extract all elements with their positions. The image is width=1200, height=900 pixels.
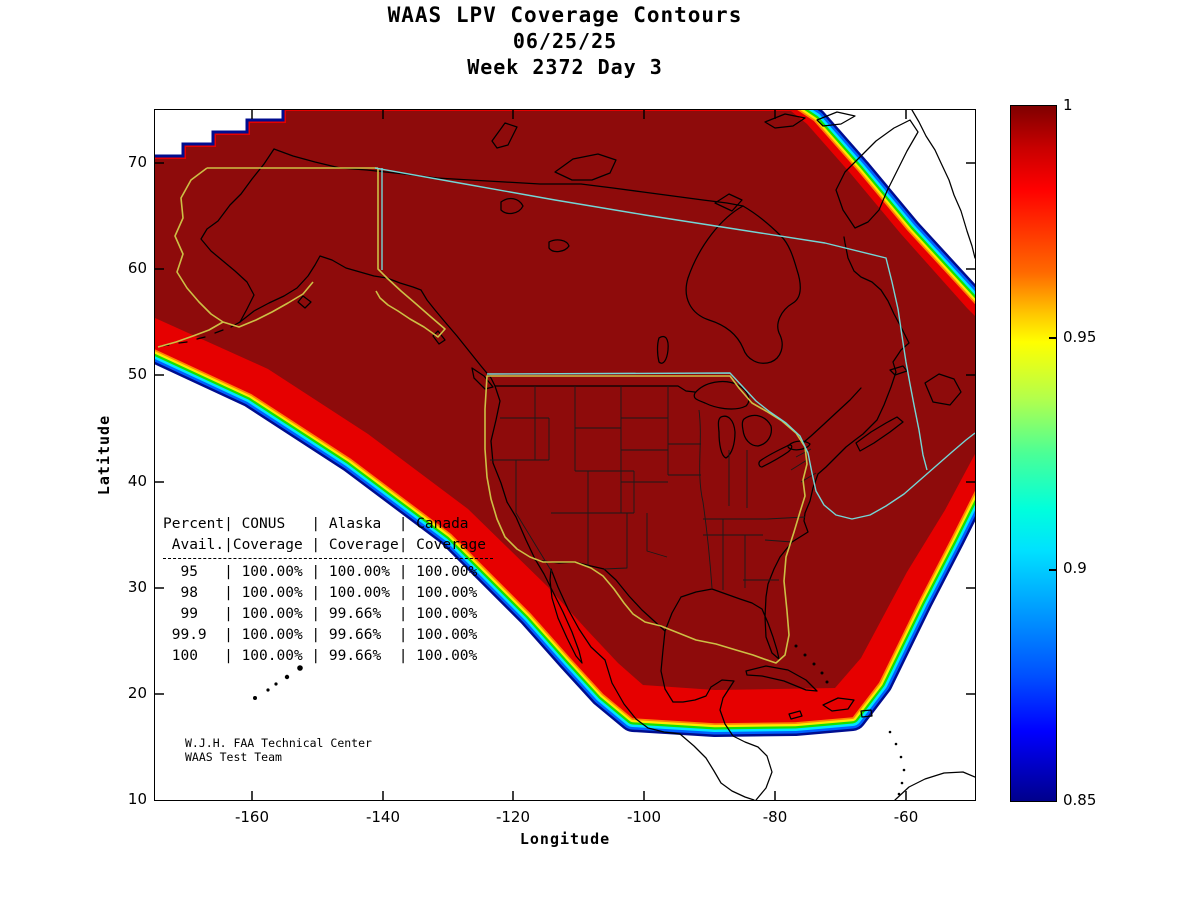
y-tick-label: 10 (127, 790, 147, 808)
y-tick-label: 30 (127, 578, 147, 596)
credit-line-2: WAAS Test Team (185, 750, 282, 764)
colorbar-tick-label: 1 (1063, 96, 1073, 114)
axis-tick-marks (155, 110, 975, 800)
x-tick-label: -60 (893, 808, 919, 826)
colorbar-tick (1049, 569, 1056, 571)
service-volume-boundaries-yellow (157, 167, 808, 664)
y-tick-label: 50 (127, 365, 147, 383)
coverage-table-row: 98 | 100.00% | 100.00% | 100.00% (163, 585, 478, 601)
y-tick-label: 20 (127, 684, 147, 702)
x-tick-label: -140 (365, 808, 401, 826)
map-svg (155, 110, 975, 800)
island-dots (253, 644, 906, 796)
coverage-core (155, 111, 975, 690)
x-tick-label: -160 (234, 808, 270, 826)
y-axis-label: Latitude (95, 414, 113, 496)
coverage-table-row: 99 | 100.00% | 99.66% | 100.00% (163, 606, 478, 622)
colorbar-tick-label: 0.85 (1063, 791, 1097, 809)
coverage-table: Percent| CONUS | Alaska | Canada Avail.|… (163, 514, 493, 667)
coverage-table-header-1: Percent| CONUS | Alaska | Canada (163, 516, 469, 532)
x-tick-label: -80 (762, 808, 788, 826)
x-tick-label: -120 (495, 808, 531, 826)
title-line-1: WAAS LPV Coverage Contours (387, 3, 743, 27)
colorbar-tick-label: 0.9 (1063, 559, 1087, 577)
coverage-table-row: 99.9 | 100.00% | 99.66% | 100.00% (163, 627, 478, 643)
northwest-step-contour (155, 110, 285, 158)
title-line-3: Week 2372 Day 3 (467, 55, 663, 79)
coastlines (160, 110, 975, 800)
y-tick-label: 70 (127, 153, 147, 171)
colorbar-tick-label: 0.95 (1063, 328, 1097, 346)
colorbar-tick (1049, 337, 1056, 339)
plot-area: Percent| CONUS | Alaska | Canada Avail.|… (154, 109, 976, 801)
coverage-table-dashed-separator (163, 558, 493, 559)
coverage-table-header-2: Avail.|Coverage | Coverage| Coverage (163, 537, 487, 553)
y-tick-label: 60 (127, 259, 147, 277)
coverage-table-row: 95 | 100.00% | 100.00% | 100.00% (163, 564, 478, 580)
title-block: WAAS LPV Coverage Contours 06/25/25 Week… (154, 2, 976, 80)
secondary-boundaries-cyan (374, 167, 975, 520)
credit-text: W.J.H. FAA Technical Center WAAS Test Te… (185, 736, 372, 764)
state-boundaries (490, 386, 817, 590)
x-tick-label: -100 (626, 808, 662, 826)
title-line-2: 06/25/25 (512, 29, 618, 53)
y-tick-label: 40 (127, 472, 147, 490)
credit-line-1: W.J.H. FAA Technical Center (185, 736, 372, 750)
x-axis-label: Longitude (519, 830, 611, 848)
colorbar (1010, 105, 1057, 802)
coverage-table-row: 100 | 100.00% | 99.66% | 100.00% (163, 648, 478, 664)
